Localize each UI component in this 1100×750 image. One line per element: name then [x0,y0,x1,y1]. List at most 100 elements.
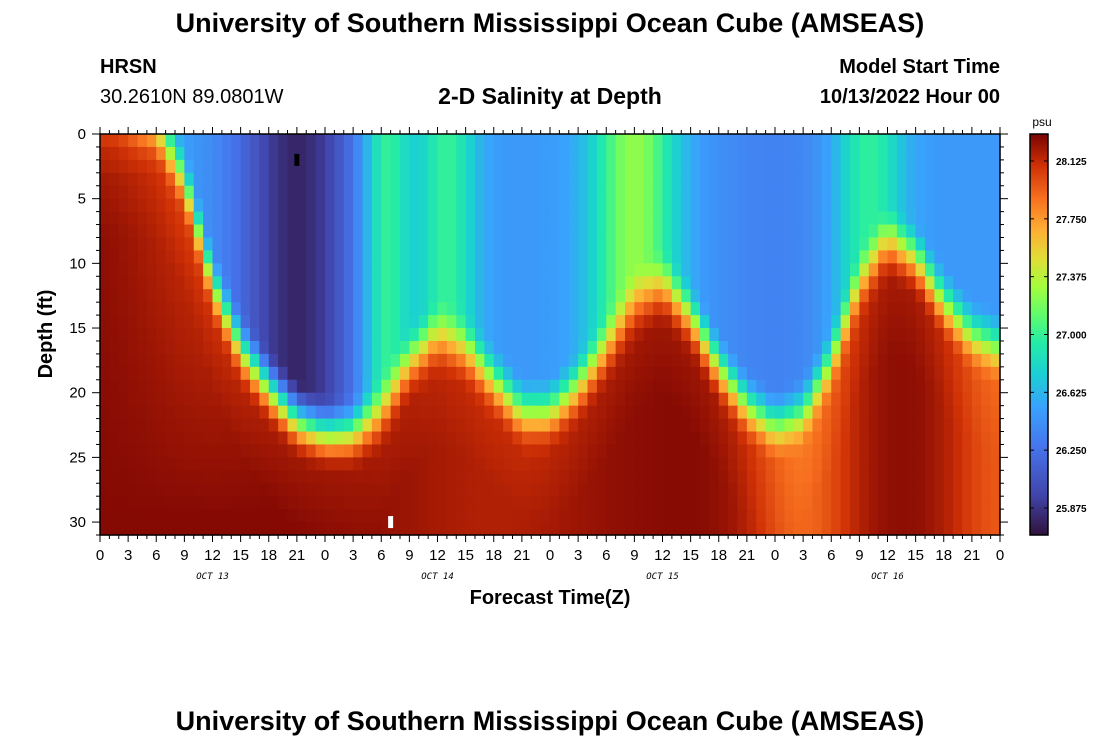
heatmap-cell [306,289,317,303]
heatmap-cell [578,366,589,381]
heatmap-cell [193,185,204,200]
heatmap-cell [493,276,504,290]
heatmap-cell [643,392,654,407]
x-axis-label: Forecast Time(Z) [470,587,631,609]
heatmap-cell [250,457,260,471]
heatmap-cell [915,431,926,446]
heatmap-cell [165,146,176,161]
heatmap-cell [765,457,776,471]
heatmap-cell [446,483,457,497]
heatmap-cell [221,328,232,342]
heatmap-cell [850,418,860,433]
heatmap-cell [840,444,851,458]
heatmap-cell [212,470,223,484]
heatmap-cell [100,496,110,510]
x-tick-label: 15 [232,547,249,564]
heatmap-cell [587,405,598,420]
heatmap-cell [390,509,401,523]
x-tick-label: 3 [574,547,582,564]
heatmap-cell [934,353,945,368]
heatmap-cell [325,457,335,471]
heatmap-cell [259,457,270,471]
heatmap-cell [221,483,232,497]
heatmap-cell [615,509,626,523]
heatmap-cell [428,172,439,187]
heatmap-cell [896,444,907,458]
heatmap-cell [521,405,532,420]
heatmap-cell [428,315,439,329]
heatmap-cell [109,159,120,174]
heatmap-cell [325,392,335,407]
heatmap-cell [953,379,964,394]
heatmap-cell [493,431,504,446]
heatmap-cell [193,289,204,303]
heatmap-cell [184,431,195,446]
heatmap-cell [662,470,673,484]
heatmap-cell [540,522,551,536]
heatmap-cell [812,289,823,303]
heatmap-cell [578,289,589,303]
x-tick-label: 21 [289,547,306,564]
heatmap-cell [700,418,710,433]
heatmap-cell [400,276,410,290]
heatmap-cell [315,237,326,252]
heatmap-cell [690,483,701,497]
heatmap-cell [184,172,195,187]
heatmap-cell [203,134,214,148]
heatmap-cell [728,159,739,174]
heatmap-cell [437,328,448,342]
heatmap-cell [306,146,317,161]
heatmap-cell [859,224,870,239]
heatmap-cell [493,509,504,523]
heatmap-cell [765,211,776,226]
heatmap-cell [381,470,392,484]
heatmap-cell [371,172,382,187]
heatmap-cell [634,353,645,368]
heatmap-cell [287,185,298,200]
x-tick-label: 0 [96,547,104,564]
heatmap-cell [821,340,832,355]
heatmap-cell [671,211,682,226]
heatmap-cell [878,418,889,433]
heatmap-cell [615,134,626,148]
heatmap-cell [306,366,317,381]
heatmap-cell [821,237,832,252]
heatmap-cell [709,237,720,252]
heatmap-cell [212,444,223,458]
heatmap-cell [775,146,785,161]
heatmap-cell [578,522,589,536]
heatmap-cell [662,379,673,394]
heatmap-cell [728,172,739,187]
heatmap-cell [240,366,251,381]
heatmap-cell [109,263,120,277]
heatmap-cell [315,483,326,497]
heatmap-cell [428,418,439,433]
heatmap-cell [278,379,289,394]
heatmap-cell [953,263,964,277]
heatmap-cell [653,353,664,368]
heatmap-cell [700,340,710,355]
heatmap-cell [662,366,673,381]
heatmap-cell [700,237,710,252]
heatmap-cell [596,431,607,446]
heatmap-cell [718,146,729,161]
heatmap-cell [896,224,907,239]
heatmap-cell [175,185,185,200]
heatmap-cell [100,366,110,381]
heatmap-cell [100,224,110,239]
heatmap-cell [400,159,410,174]
heatmap-cell [296,237,307,252]
heatmap-cell [671,392,682,407]
heatmap-cell [212,379,223,394]
heatmap-cell [878,224,889,239]
heatmap-cell [690,457,701,471]
heatmap-cell [634,470,645,484]
heatmap-cell [587,340,598,355]
heatmap-cell [896,146,907,161]
heatmap-cell [334,263,345,277]
heatmap-cell [793,405,804,420]
heatmap-cell [334,496,345,510]
heatmap-cell [409,263,420,277]
heatmap-cell [681,289,692,303]
heatmap-cell [428,522,439,536]
